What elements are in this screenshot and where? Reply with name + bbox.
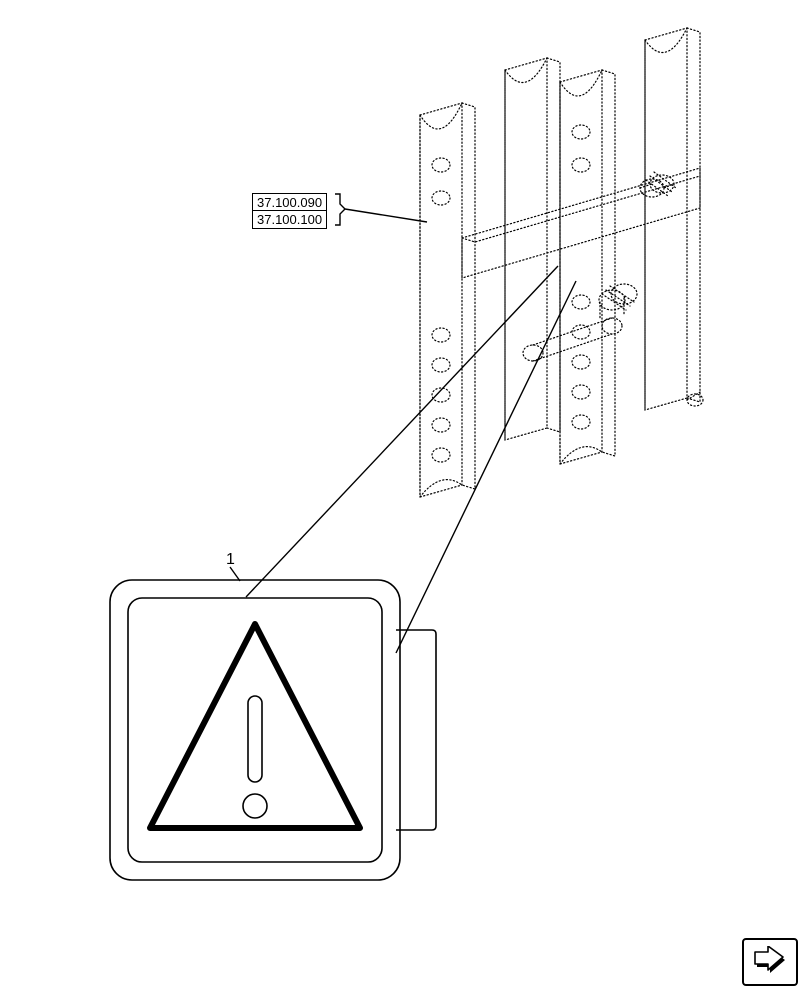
front-left-channel [420, 103, 475, 497]
decal-tab [396, 630, 436, 830]
stud-mid [599, 284, 637, 318]
cross-pin [523, 318, 622, 361]
exclamation-bar [248, 696, 262, 782]
callout-1-label: 1 [226, 552, 235, 568]
exclamation-dot [243, 794, 267, 818]
warning-triangle [150, 624, 360, 828]
arrow-right-icon [750, 946, 790, 978]
callout-1-tick [230, 567, 240, 581]
warning-decal [110, 580, 436, 880]
bottom-link [687, 392, 703, 406]
front-right-channel [560, 70, 615, 464]
diagram-svg [0, 0, 812, 1000]
detail-projection [246, 266, 576, 653]
bracket-assembly [420, 28, 703, 497]
ref-box-2: 37.100.100 [252, 210, 327, 229]
ref-bracket [335, 194, 427, 225]
diagram-canvas: 37.100.090 37.100.100 1 [0, 0, 812, 1000]
rear-right-channel [645, 28, 700, 410]
decal-inner [128, 598, 382, 862]
mid-plate [462, 168, 700, 278]
nav-next-button[interactable] [742, 938, 798, 986]
rear-left-channel [505, 58, 560, 440]
